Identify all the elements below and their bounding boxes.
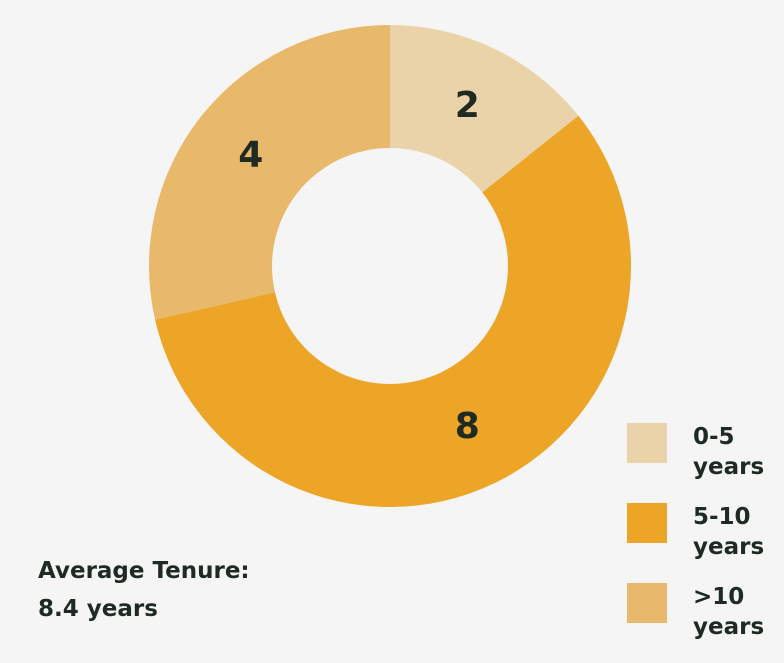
slice — [390, 25, 579, 193]
annotation-line: Average Tenure: — [38, 558, 250, 584]
slice — [155, 115, 631, 507]
slice-label: 8 — [455, 406, 480, 447]
annotation: Average Tenure: 8.4 years — [38, 552, 250, 628]
annotation-line: 8.4 years — [38, 596, 158, 622]
slice — [149, 25, 390, 320]
legend-swatch — [627, 583, 667, 623]
legend-label: 0-5 years — [693, 424, 765, 480]
page: {"chart_data": {"type": "donut", "catego… — [38, 25, 765, 640]
legend-swatch — [627, 423, 667, 463]
slice-label: 4 — [238, 135, 263, 176]
legend-item: >10 years — [627, 583, 773, 663]
legend-item: 0-5 years — [627, 423, 773, 503]
legend-swatch — [627, 503, 667, 543]
chart: 2 8 4 — [149, 25, 631, 507]
legend-label: >10 years — [693, 584, 765, 640]
legend-label: 5-10 years — [693, 504, 765, 560]
legend-item: 5-10 years — [627, 503, 773, 583]
legend: 0-5 years 5-10 years >10 years — [627, 423, 773, 663]
slice-label: 2 — [455, 85, 480, 126]
